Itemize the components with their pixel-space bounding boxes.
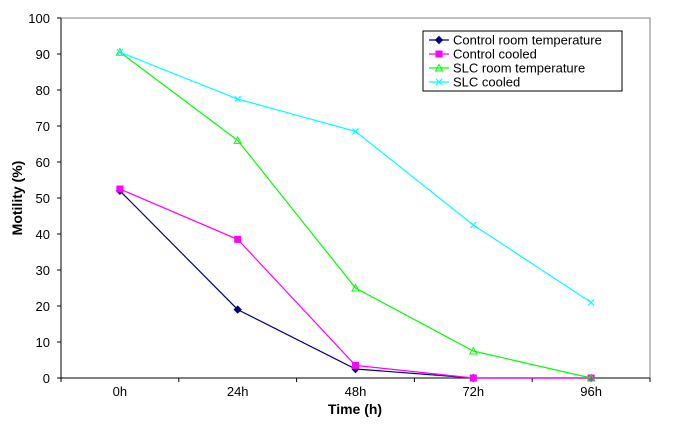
- data-point: [116, 185, 124, 193]
- y-tick-label: 90: [36, 47, 50, 62]
- data-point: [116, 48, 124, 56]
- legend-marker: [434, 35, 444, 45]
- y-axis-title: Motility (%): [9, 161, 25, 236]
- legend-item: Control room temperature: [429, 33, 602, 48]
- legend-label: Control cooled: [453, 47, 537, 62]
- x-tick-label: 0h: [113, 384, 127, 399]
- data-point: [233, 305, 242, 314]
- legend-item: SLC cooled: [429, 75, 520, 90]
- x-tick-label: 24h: [227, 384, 249, 399]
- data-point: [115, 47, 125, 56]
- data-point: [352, 361, 359, 369]
- y-axis-ticks: 0 10 20 30 40 50 60 70 80 90 100: [28, 11, 61, 386]
- legend-marker: [434, 63, 444, 72]
- y-tick-label: 0: [43, 371, 50, 386]
- legend-box: [422, 30, 623, 92]
- data-point: [468, 346, 478, 355]
- legend-label: SLC cooled: [453, 75, 520, 90]
- legend-label: Control room temperature: [453, 33, 602, 48]
- data-point: [469, 221, 477, 229]
- data-point: [469, 374, 477, 382]
- legend-marker: [435, 50, 443, 58]
- x-axis-title: Time (h): [328, 401, 382, 417]
- y-tick-label: 80: [36, 83, 50, 98]
- y-tick-label: 20: [36, 299, 50, 314]
- legend-label: SLC room temperature: [453, 61, 585, 76]
- data-point: [234, 95, 242, 103]
- y-tick-label: 100: [28, 11, 50, 26]
- x-tick-label: 48h: [345, 384, 367, 399]
- y-tick-label: 70: [36, 119, 50, 134]
- legend-item: Control cooled: [429, 47, 537, 62]
- y-tick-label: 40: [36, 227, 50, 242]
- data-point: [587, 298, 595, 306]
- series-layer: [115, 47, 596, 383]
- y-tick-label: 10: [36, 335, 50, 350]
- y-tick-label: 50: [36, 191, 50, 206]
- data-point: [234, 235, 242, 243]
- data-point: [352, 127, 359, 135]
- series-slc-room-temperature: [115, 47, 596, 382]
- y-tick-label: 60: [36, 155, 50, 170]
- x-tick-label: 72h: [462, 384, 484, 399]
- y-tick-label: 30: [36, 263, 50, 278]
- series-line: [119, 51, 592, 379]
- legend-marker: [435, 78, 443, 86]
- x-tick-label: 96h: [580, 384, 602, 399]
- legend-item: SLC room temperature: [429, 61, 585, 76]
- series-slc-cooled: [116, 48, 595, 306]
- x-axis-ticks: 0h 24h 48h 72h 96h: [60, 378, 651, 399]
- data-point: [586, 373, 596, 382]
- data-point: [351, 283, 360, 292]
- data-point: [233, 135, 243, 144]
